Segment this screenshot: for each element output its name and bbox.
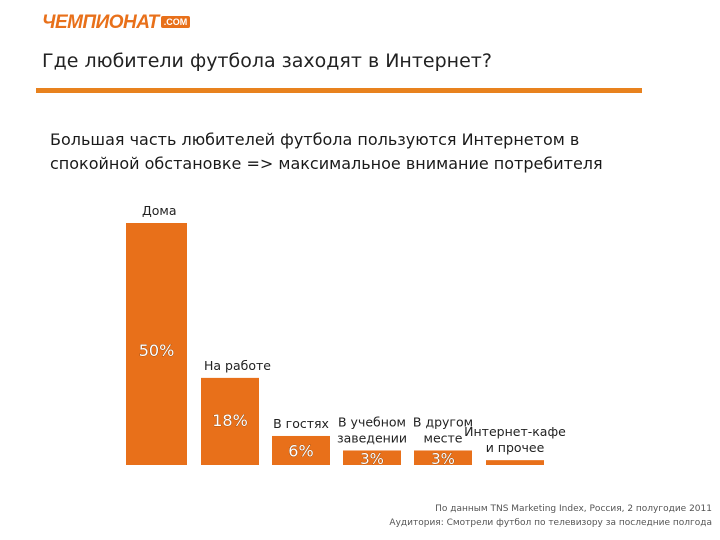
page-title: Где любители футбола заходят в Интернет? <box>42 50 492 72</box>
title-divider <box>36 88 642 93</box>
footnote-line: Аудитория: Смотрели футбол по телевизору… <box>389 518 712 528</box>
data-label: 6% <box>288 441 313 460</box>
subtitle-line: спокойной обстановке => максимальное вни… <box>50 154 603 173</box>
category-label: В другом месте <box>413 414 473 445</box>
bar-4 <box>343 450 401 465</box>
subtitle-line: Большая часть любителей футбола пользуют… <box>50 130 580 149</box>
footnote-line: По данным TNS Marketing Index, Россия, 2… <box>435 504 712 514</box>
data-label: 3% <box>431 450 455 468</box>
category-label: На работе <box>204 358 271 373</box>
source-footnote: По данным TNS Marketing Index, Россия, 2… <box>389 502 712 530</box>
category-label: Дома <box>142 203 177 218</box>
chart-subtitle: Большая часть любителей футбола пользуют… <box>50 128 690 176</box>
category-label: В гостях <box>273 416 329 431</box>
brand-logo: ЧЕМПИОНАТ .COM <box>42 12 191 34</box>
data-label: 50% <box>139 341 175 360</box>
category-label: Интернет-кафе и прочее <box>464 424 566 455</box>
bar-2 <box>201 377 259 465</box>
data-label: 3% <box>360 450 384 468</box>
bar-1 <box>126 223 187 465</box>
category-label: В учебном заведении <box>337 414 407 445</box>
logo-text: ЧЕМПИОНАТ <box>42 12 159 33</box>
bar-5 <box>414 450 472 465</box>
bar-3 <box>272 435 330 465</box>
logo-suffix: .COM <box>160 16 191 28</box>
data-label: 18% <box>212 411 248 430</box>
bar-6 <box>486 460 544 465</box>
